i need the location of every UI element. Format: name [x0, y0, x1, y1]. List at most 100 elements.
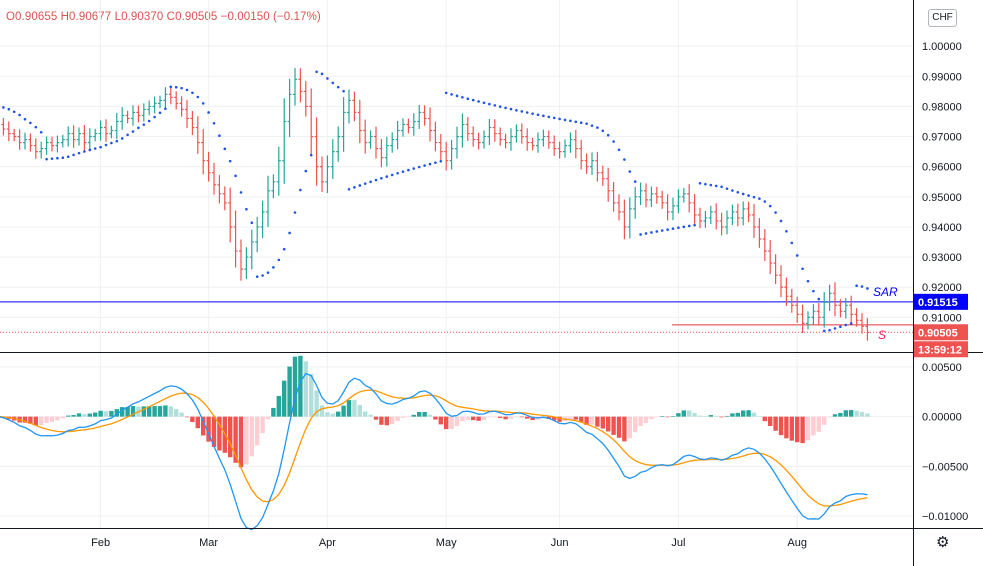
grid [0, 0, 913, 528]
last-price-tag: 0.90505 [914, 324, 968, 341]
ohlc-bar [784, 277, 789, 306]
sar-dot [29, 121, 32, 125]
macd-hist-bar [314, 390, 319, 417]
ohlc-bar [487, 118, 492, 146]
macd-hist-bar [168, 406, 173, 417]
macd-hist-bar [784, 416, 789, 439]
ohlc-bar [595, 151, 600, 182]
sar-dot [779, 219, 783, 223]
sar-dot [142, 123, 146, 126]
sar-dot [822, 329, 826, 333]
ohlc-high: H0.90677 [60, 11, 112, 23]
sar-dot [207, 111, 210, 114]
sar-dot [590, 124, 594, 127]
ohlc-bar [411, 113, 416, 136]
ohlc-bar [44, 136, 49, 155]
time-tick-label: Jul [671, 537, 685, 549]
ohlc-bar [789, 288, 794, 313]
sar-dot [504, 106, 507, 110]
sar-dot [482, 101, 486, 105]
sar-dot [277, 258, 281, 262]
sar-dot [801, 267, 804, 271]
ohlc-bar [703, 210, 708, 228]
macd-hist-bar [93, 412, 98, 417]
sar-dot [552, 116, 556, 120]
ohlc-change: −0.00150 (−0.17%) [220, 11, 321, 23]
sar-dot [147, 119, 151, 123]
sar-dot [434, 161, 437, 164]
macd-hist-bar [390, 416, 395, 424]
ohlc-bar [260, 200, 265, 239]
macd-hist-bar [87, 413, 92, 417]
macd-hist-bar [724, 415, 730, 417]
price-tick-label: 1.00000 [922, 41, 962, 53]
macd-hist-bar [103, 411, 109, 417]
sar-dot [185, 88, 189, 92]
macd-hist-bar [217, 416, 222, 451]
ohlc-bar [665, 194, 670, 221]
ohlc-bar [93, 128, 98, 142]
ohlc-bar [228, 187, 233, 243]
sar-dot [77, 151, 81, 155]
ohlc-bar [125, 110, 130, 124]
sar-dot [12, 110, 16, 114]
macd-hist-bar [633, 416, 638, 433]
macd-hist-bar [681, 410, 686, 417]
sar-dot [444, 91, 448, 95]
ohlc-bar [249, 229, 254, 270]
svg-text:0.91515: 0.91515 [918, 297, 958, 309]
macd-hist-bar [762, 416, 767, 422]
macd-hist-bar [449, 416, 454, 430]
macd-hist-bar [676, 413, 681, 417]
macd-hist-bar [454, 416, 460, 426]
ohlc-bar [390, 132, 395, 153]
macd-hist-bar [627, 416, 632, 439]
time-axis[interactable]: Feb Mar Apr May Jun Jul Aug [91, 537, 807, 549]
sar-dot [666, 228, 669, 231]
ohlc-bar [816, 303, 821, 326]
sar-dot [650, 231, 653, 234]
svg-text:0.90505: 0.90505 [918, 327, 958, 339]
sar-dot [493, 104, 497, 107]
macd-tick-label: −0.01000 [922, 511, 968, 523]
price-tick-label: 0.93000 [922, 252, 962, 264]
macd-hist-bar [319, 405, 325, 417]
ohlc-bar [800, 304, 805, 334]
macd-hist-bar [751, 412, 757, 417]
ohlc-bar [676, 189, 681, 214]
currency-badge[interactable]: CHF [928, 9, 957, 27]
sar-dot [612, 140, 615, 143]
sar-dot [228, 159, 232, 163]
price-axis[interactable]: 0.91000 0.92000 0.93000 0.94000 0.95000 0.960… [922, 41, 968, 523]
ohlc-bar [843, 298, 848, 319]
sar-dot [245, 207, 248, 211]
sar-dot [104, 143, 108, 147]
sar-dot [709, 183, 713, 187]
macd-hist-bar [433, 416, 438, 420]
price-tick-label: 0.91000 [922, 312, 962, 324]
sar-dot [39, 130, 43, 134]
sar-dot [417, 165, 421, 169]
sar-dot [569, 119, 572, 123]
macd-hist-bar [174, 409, 179, 417]
macd-hist-bar [714, 415, 719, 417]
ohlc-bar [87, 128, 92, 151]
ohlc-bar [465, 117, 470, 141]
sar-dot [488, 102, 491, 106]
sar-dot [218, 134, 221, 138]
macd-hist-bar [195, 416, 200, 429]
sar-dot [606, 133, 610, 137]
macd-hist-bar [60, 416, 65, 419]
sar-dot [828, 328, 831, 332]
macd-hist-bar [849, 410, 854, 417]
ohlc-bar [185, 99, 189, 129]
macd-hist-bar [665, 416, 670, 418]
ohlc-bar [438, 134, 443, 161]
sar-dot [720, 185, 723, 189]
macd-hist-bar [573, 416, 578, 420]
settings-gear-icon[interactable]: ⚙ [936, 534, 950, 551]
macd-hist-bar [363, 411, 368, 417]
sar-dot [477, 100, 480, 103]
macd-hist-bar [39, 416, 44, 426]
